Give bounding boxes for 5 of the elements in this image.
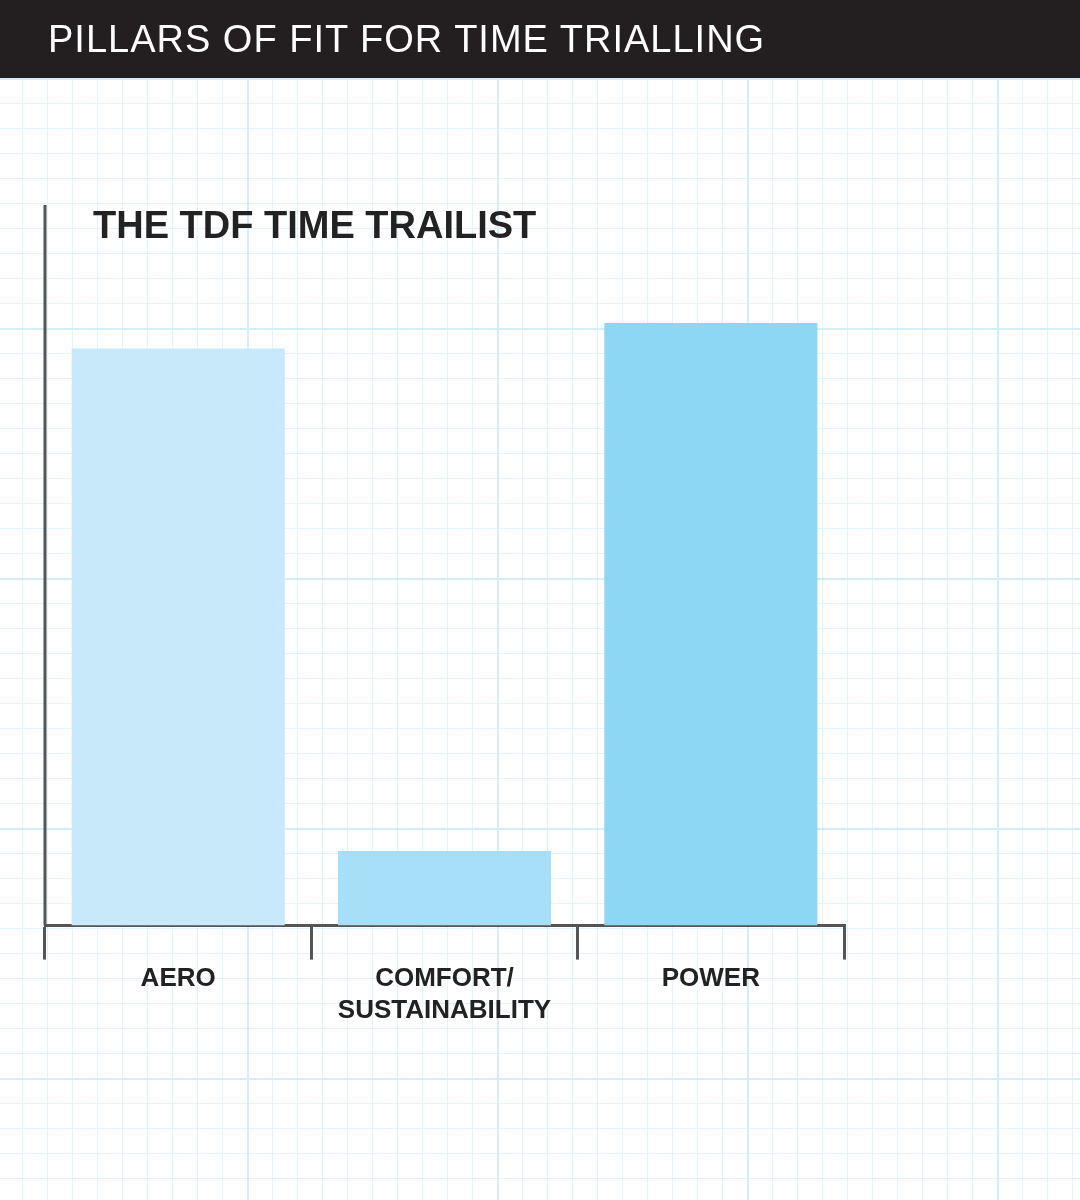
x-tick-label: POWER xyxy=(661,962,761,993)
chart-title: PILLARS OF FIT FOR TIME TRIALLING xyxy=(0,0,1080,78)
x-tick-label: AERO xyxy=(140,962,216,993)
x-tick-label: COMFORT/ SUSTAINABILITY xyxy=(337,962,552,1024)
chart-subtitle: THE TDF TIME TRAILIST xyxy=(93,204,537,247)
